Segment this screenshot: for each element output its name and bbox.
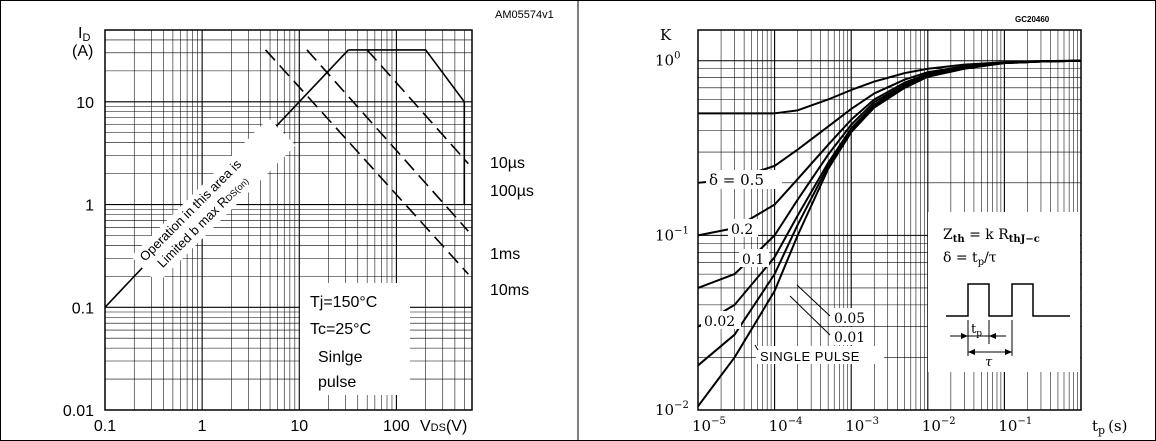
soa-code-label: AM05574v1 [495,9,554,21]
svg-text:0.05: 0.05 [834,311,865,327]
zth-series-line-1 [697,59,1082,184]
soa-series-line-0 [348,49,466,205]
svg-text:0.2: 0.2 [731,222,753,238]
zth-y-tick-label: 100 [655,51,680,70]
zth-formula-zth: Zth = k RthJ−c [943,227,1040,245]
soa-y-tick-label: 1 [85,198,94,215]
zth-x-tick-label: 10−3 [845,416,879,435]
zth-x-tick-label: 10−1 [998,416,1032,435]
soa-series-label-100us: 100µs [490,183,534,200]
zth-curve-label-single-pulse: SINGLE PULSE [756,346,884,364]
soa-series-label-1ms: 1ms [490,246,520,263]
zth-curve-label-01: 0.1 [739,249,769,268]
zth-formula-inset: Zth = k RthJ−c δ = tp/τ tp τ [928,212,1080,372]
svg-text:δ = 0.5: δ = 0.5 [709,171,764,189]
zth-curve-label-02: 0.2 [728,219,758,238]
zth-leader-005 [796,284,831,317]
svg-text:SINGLE PULSE: SINGLE PULSE [760,349,860,364]
soa-series-line-2 [306,49,469,232]
soa-condition-single: Sinlge [318,349,363,366]
svg-text:0.01: 0.01 [834,330,865,346]
zth-tau-arrowhead-right [1005,349,1012,355]
soa-conditions-box: Tj=150°C Tc=25°C Sinlge pulse [300,283,410,395]
soa-y-axis-unit: (A) [72,43,93,60]
zth-y-tick-label: 10−1 [655,225,689,244]
soa-x-axis-label: VDS(V) [420,418,467,435]
zth-x-axis-label: tp (s) [1092,417,1127,437]
zth-curve-label-001: 0.01 [830,327,874,346]
zth-tp-label: tp [971,322,982,339]
zth-plot-frame [697,29,1082,411]
zth-series-line-6 [697,59,1082,407]
zth-x-tick-label: 10−2 [922,416,956,435]
zth-tau-arrowhead-left [968,349,975,355]
zth-tp-arrowhead-left [961,333,968,339]
zth-tick-labels: 10−5 10−4 10−3 10−2 10−1 10−2 10−1 100 [655,51,1032,435]
zth-leader-single [754,344,759,351]
zth-y-tick-label: 10−2 [655,400,689,419]
soa-series-line-1 [366,49,469,165]
zth-code-label: GC20460 [1015,15,1050,24]
soa-x-tick-label: 1 [198,418,207,435]
zth-x-tick-label: 10−5 [692,416,726,435]
soa-y-tick-label: 10 [76,95,94,112]
zth-pulse-waveform [946,283,1070,317]
soa-y-tick-label: 0.01 [63,403,94,420]
soa-y-axis-label: ID [78,25,90,44]
svg-text:0.1: 0.1 [742,252,764,268]
zth-tp-arrowhead-right [989,333,996,339]
zth-curve-label-002: 0.02 [701,311,741,330]
zth-formula-delta: δ = tp/τ [943,250,997,268]
zth-y-axis-label: K [660,26,672,44]
zth-tau-label: τ [985,355,993,370]
soa-condition-tj: Tj=150°C [310,294,377,311]
soa-x-tick-label: 0.1 [94,418,116,435]
soa-plot-frame [104,29,473,411]
soa-x-tick-label: 10 [290,418,308,435]
soa-condition-tc: Tc=25°C [310,321,371,338]
soa-condition-pulse: pulse [318,374,356,391]
soa-series-label-10ms: 10ms [490,282,529,299]
zth-curves [697,59,1082,407]
svg-text:0.02: 0.02 [704,314,735,330]
soa-y-tick-label: 0.1 [72,300,94,317]
soa-series-line-3 [264,49,469,275]
soa-series-label-10us: 10µs [490,155,525,172]
soa-grid [105,30,472,410]
zth-curve-label-delta-05: δ = 0.5 [706,170,782,189]
zth-curve-label-005: 0.05 [830,308,874,327]
zth-leader-001 [789,295,831,336]
zth-x-tick-label: 10−4 [769,416,803,435]
soa-x-tick-label: 100 [383,418,410,435]
